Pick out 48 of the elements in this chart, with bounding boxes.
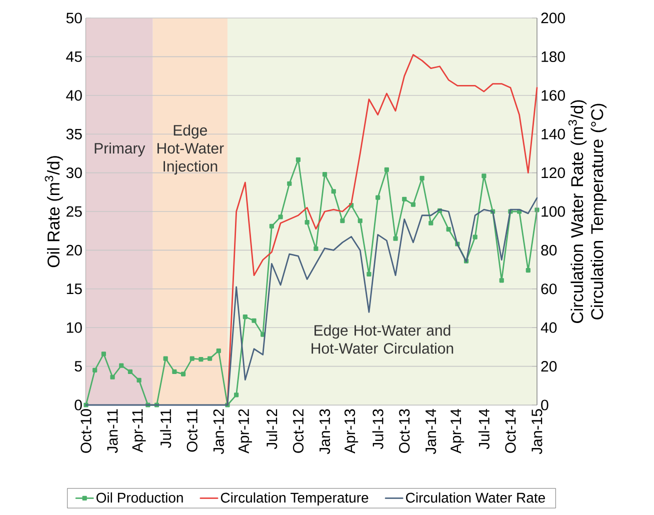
y-tick-label: 25 <box>66 206 82 217</box>
y-tick-label: 10 <box>66 322 82 333</box>
x-tick-label: Jul-12 <box>266 409 278 450</box>
band-label: Edge Hot-Water and Hot-Water Circulation <box>312 324 454 354</box>
x-tick-label: Oct-14 <box>505 408 516 453</box>
y-tick-label: 35 <box>66 128 82 140</box>
y-tick-label: 20 <box>66 244 82 256</box>
y-tick-label: 0 <box>74 400 82 410</box>
y-axis-title: Oil Rate (m$^{3}$/d) <box>44 156 63 268</box>
x-tick-label: Apr-14 <box>450 408 464 454</box>
y2-tick-label: 160 <box>542 90 565 101</box>
y2-tick-label: 0 <box>541 400 548 410</box>
x-tick-label: Jan-14 <box>426 408 436 454</box>
band-label: Primary <box>94 142 146 157</box>
y-tick-label: 40 <box>66 90 82 101</box>
y2-tick-label: 140 <box>542 128 565 140</box>
y2-tick-label: 180 <box>542 51 565 62</box>
x-tick-label: Jul-11 <box>160 409 172 448</box>
y-tick-label: 45 <box>66 51 82 62</box>
band-label: Edge Hot-Water Injection <box>158 124 224 175</box>
y2-tick-label: 200 <box>541 12 565 24</box>
y-tick-label: 30 <box>66 167 82 178</box>
x-tick-label: Jan-11 <box>107 409 118 454</box>
y2-tick-label: 20 <box>541 360 557 372</box>
y2-tick-label: 80 <box>541 244 557 256</box>
legend-label: Circulation Water Rate <box>406 492 545 503</box>
x-tick-label: Oct-13 <box>399 409 410 453</box>
y-tick-label: 15 <box>66 284 82 294</box>
x-tick-label: Jan-13 <box>319 409 330 454</box>
legend-label: Oil Production <box>96 492 183 503</box>
y2-tick-label: 60 <box>541 284 557 294</box>
y-tick-label: 5 <box>74 361 82 372</box>
x-tick-label: Jul-13 <box>372 409 384 450</box>
x-tick-label: Jan-15 <box>532 409 542 454</box>
x-tick-label: Apr-12 <box>238 409 252 454</box>
y2-axis-title: Circulation Water Rate (m$^{3}$/d) Circulation Temperature (°C) <box>568 100 607 323</box>
x-tick-label: Oct-10 <box>80 409 92 453</box>
x-tick-label: Jan-12 <box>213 409 224 454</box>
x-tick-label: Apr-13 <box>344 409 358 454</box>
legend-label: Circulation Temperature <box>220 492 368 506</box>
y2-tick-label: 40 <box>540 322 557 333</box>
x-tick-label: Apr-11 <box>132 409 146 452</box>
y2-tick-label: 100 <box>542 206 565 217</box>
x-tick-label: Oct-11 <box>186 409 198 452</box>
x-tick-label: Jul-14 <box>478 408 490 450</box>
x-tick-label: Oct-12 <box>292 409 304 453</box>
y2-tick-label: 120 <box>542 167 565 178</box>
y-tick-label: 50 <box>66 12 82 24</box>
